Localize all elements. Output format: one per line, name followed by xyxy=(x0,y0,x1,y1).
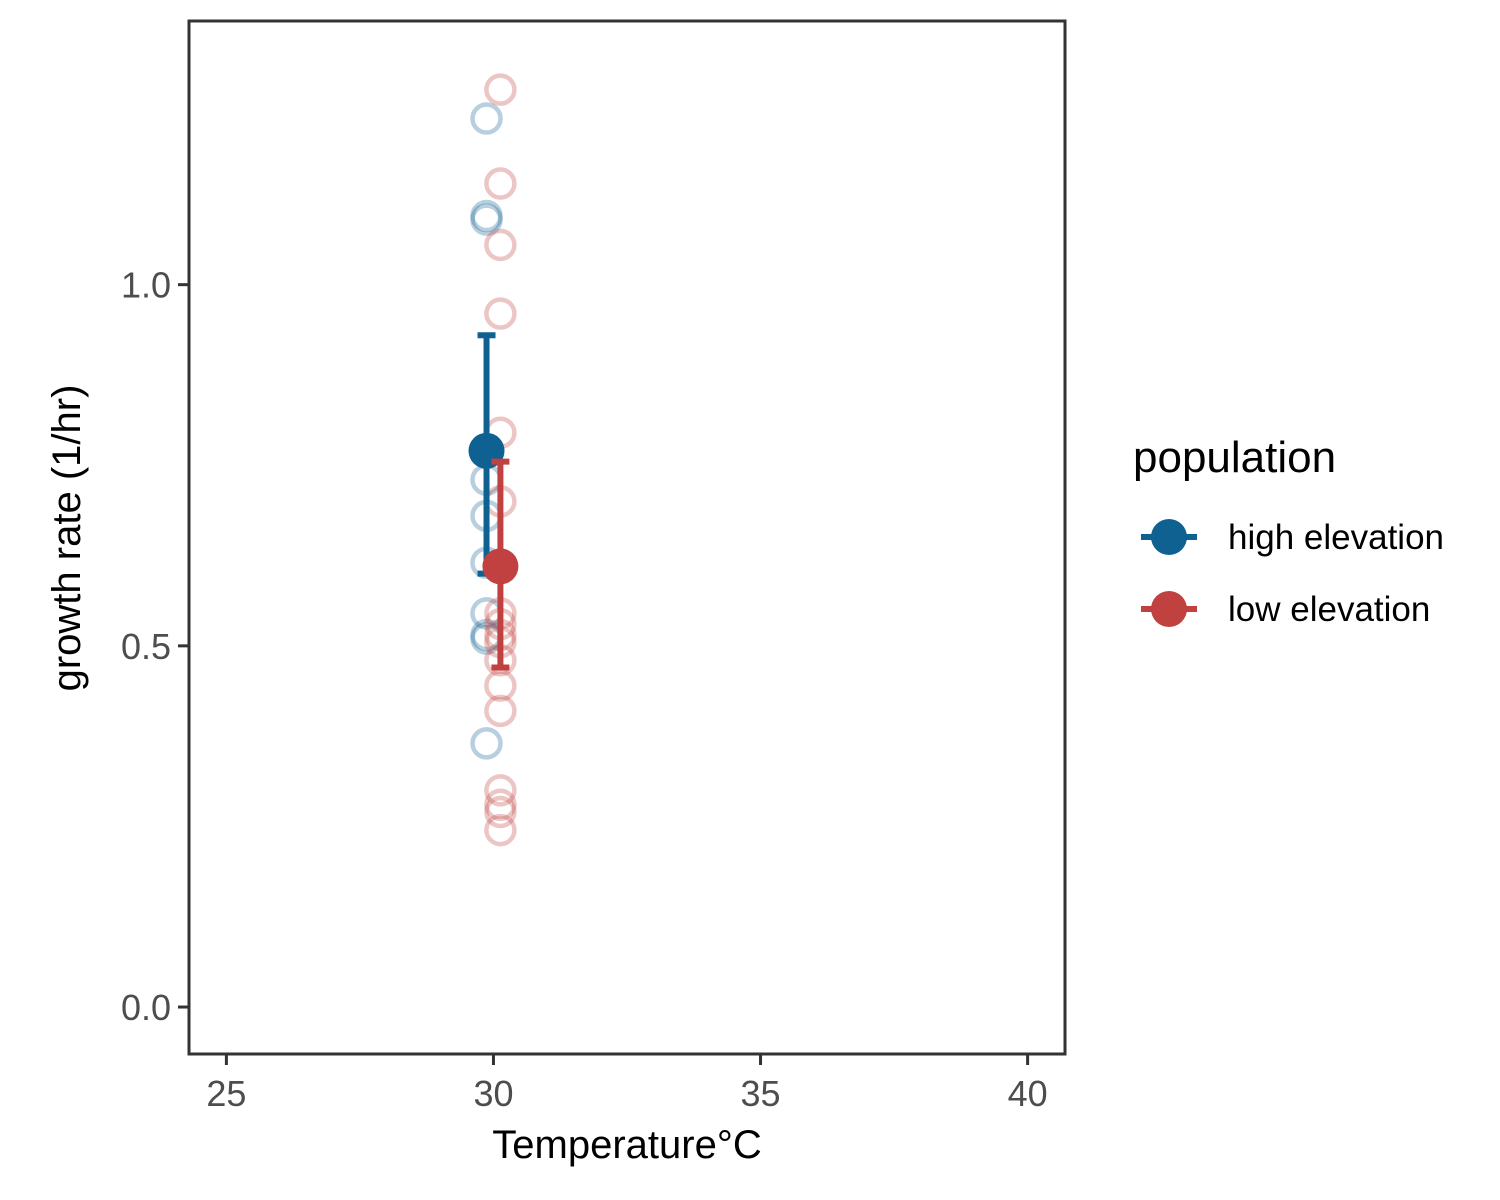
y-tick-label: 1.0 xyxy=(121,265,171,306)
y-axis: 0.0 0.5 1.0 xyxy=(121,265,189,1028)
raw-point xyxy=(484,669,517,702)
x-axis: 25 30 35 40 xyxy=(206,1054,1048,1114)
legend-item: low elevation xyxy=(1141,590,1430,629)
raw-point xyxy=(484,788,517,822)
legend-item: high elevation xyxy=(1141,518,1444,557)
raw-point xyxy=(470,203,503,236)
legend-label: high elevation xyxy=(1228,518,1444,557)
raw-point xyxy=(484,297,517,330)
raw-point xyxy=(484,167,517,200)
x-tick-label: 35 xyxy=(741,1073,781,1114)
raw-point xyxy=(470,102,503,135)
raw-point xyxy=(470,727,503,760)
x-tick-label: 25 xyxy=(206,1073,246,1114)
raw-point xyxy=(470,199,503,233)
plot-panel-border xyxy=(187,19,1067,1056)
x-axis-title: Temperature°C xyxy=(492,1123,761,1167)
raw-point xyxy=(484,73,517,106)
y-tick-label: 0.0 xyxy=(121,987,171,1028)
legend-title: population xyxy=(1133,433,1336,482)
raw-point xyxy=(484,228,517,262)
legend-key-point xyxy=(1151,591,1187,627)
y-tick-label: 0.5 xyxy=(121,626,171,667)
x-tick-label: 40 xyxy=(1008,1073,1048,1114)
legend-key-point xyxy=(1151,519,1187,555)
mean-point xyxy=(482,548,519,585)
summary-layer xyxy=(468,332,519,671)
x-tick-label: 30 xyxy=(473,1073,513,1114)
raw-point xyxy=(484,813,517,847)
raw-point xyxy=(484,694,517,728)
legend: population high elevation low elevation xyxy=(1133,433,1444,629)
raw-point xyxy=(484,774,517,807)
y-axis-title: growth rate (1/hr) xyxy=(45,385,89,692)
raw-point xyxy=(484,795,517,829)
legend-label: low elevation xyxy=(1228,590,1430,629)
legend-keys: high elevation low elevation xyxy=(1141,518,1444,629)
